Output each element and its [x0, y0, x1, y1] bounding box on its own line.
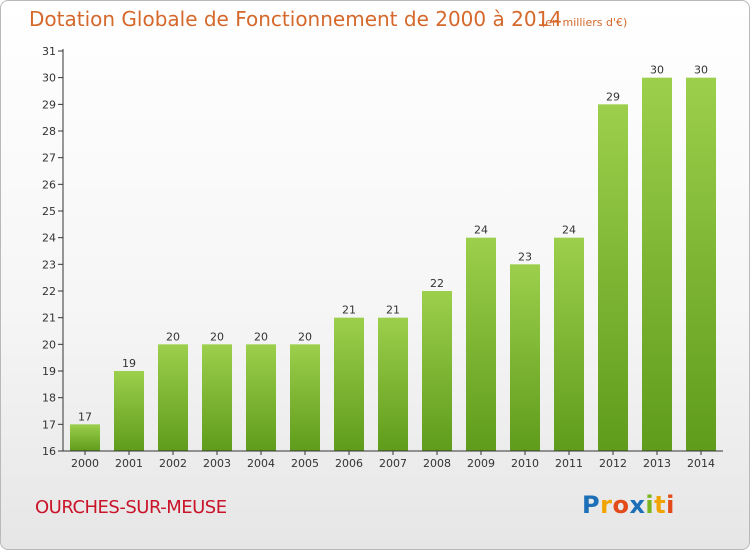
- y-tick-label: 27: [42, 152, 56, 165]
- bar-2011: [554, 237, 584, 451]
- y-tick-label: 21: [42, 312, 56, 325]
- x-tick-label: 2012: [599, 457, 627, 470]
- bar-value-label: 20: [210, 330, 224, 343]
- bar-2008: [422, 291, 452, 451]
- bar-value-label: 30: [694, 64, 708, 77]
- chart-subtitle: (en milliers d'€): [541, 16, 628, 29]
- bar-2001: [114, 371, 144, 451]
- bar-value-label: 29: [606, 90, 620, 103]
- y-tick-label: 24: [42, 232, 56, 245]
- bar-2005: [290, 344, 320, 451]
- bar-2007: [378, 317, 408, 451]
- bar-value-label: 21: [342, 304, 356, 317]
- bar-value-label: 20: [254, 330, 268, 343]
- y-tick-label: 28: [42, 125, 56, 138]
- y-tick-label: 17: [42, 418, 56, 431]
- bar-value-label: 30: [650, 64, 664, 77]
- bar-value-label: 24: [474, 224, 488, 237]
- bar-2010: [510, 264, 540, 451]
- x-tick-label: 2011: [555, 457, 583, 470]
- x-tick-label: 2003: [203, 457, 231, 470]
- x-tick-label: 2004: [247, 457, 275, 470]
- bar-value-label: 20: [166, 330, 180, 343]
- x-tick-label: 2008: [423, 457, 451, 470]
- y-tick-label: 31: [42, 45, 56, 58]
- bar-2012: [598, 104, 628, 451]
- x-tick-label: 2000: [71, 457, 99, 470]
- bar-2006: [334, 317, 364, 451]
- y-tick-label: 25: [42, 205, 56, 218]
- bar-2003: [202, 344, 232, 451]
- bar-2002: [158, 344, 188, 451]
- y-tick-label: 30: [42, 72, 56, 85]
- bar-value-label: 20: [298, 330, 312, 343]
- y-tick-label: 20: [42, 338, 56, 351]
- commune-name: OURCHES-SUR-MEUSE: [35, 497, 227, 518]
- x-tick-label: 2001: [115, 457, 143, 470]
- bar-value-label: 24: [562, 224, 576, 237]
- x-tick-label: 2005: [291, 457, 319, 470]
- y-tick-label: 26: [42, 178, 56, 191]
- bar-2000: [70, 424, 100, 451]
- x-tick-label: 2006: [335, 457, 363, 470]
- chart-title: Dotation Globale de Fonctionnement de 20…: [29, 7, 562, 31]
- y-tick-label: 19: [42, 365, 56, 378]
- bar-value-label: 22: [430, 277, 444, 290]
- bar-2013: [642, 77, 672, 452]
- y-tick-label: 29: [42, 98, 56, 111]
- bar-value-label: 21: [386, 304, 400, 317]
- y-tick-label: 18: [42, 392, 56, 405]
- x-tick-label: 2002: [159, 457, 187, 470]
- bar-value-label: 17: [78, 410, 92, 423]
- x-tick-label: 2014: [687, 457, 715, 470]
- bar-value-label: 19: [122, 357, 136, 370]
- y-tick-label: 22: [42, 285, 56, 298]
- proxiti-logo: Proxiti: [582, 491, 675, 519]
- x-tick-label: 2009: [467, 457, 495, 470]
- x-tick-label: 2013: [643, 457, 671, 470]
- bar-2014: [686, 77, 716, 452]
- bar-value-label: 23: [518, 250, 532, 263]
- x-tick-label: 2007: [379, 457, 407, 470]
- bar-2009: [466, 237, 496, 451]
- y-tick-label: 16: [42, 445, 56, 458]
- bar-2004: [246, 344, 276, 451]
- y-tick-label: 23: [42, 258, 56, 271]
- x-tick-label: 2010: [511, 457, 539, 470]
